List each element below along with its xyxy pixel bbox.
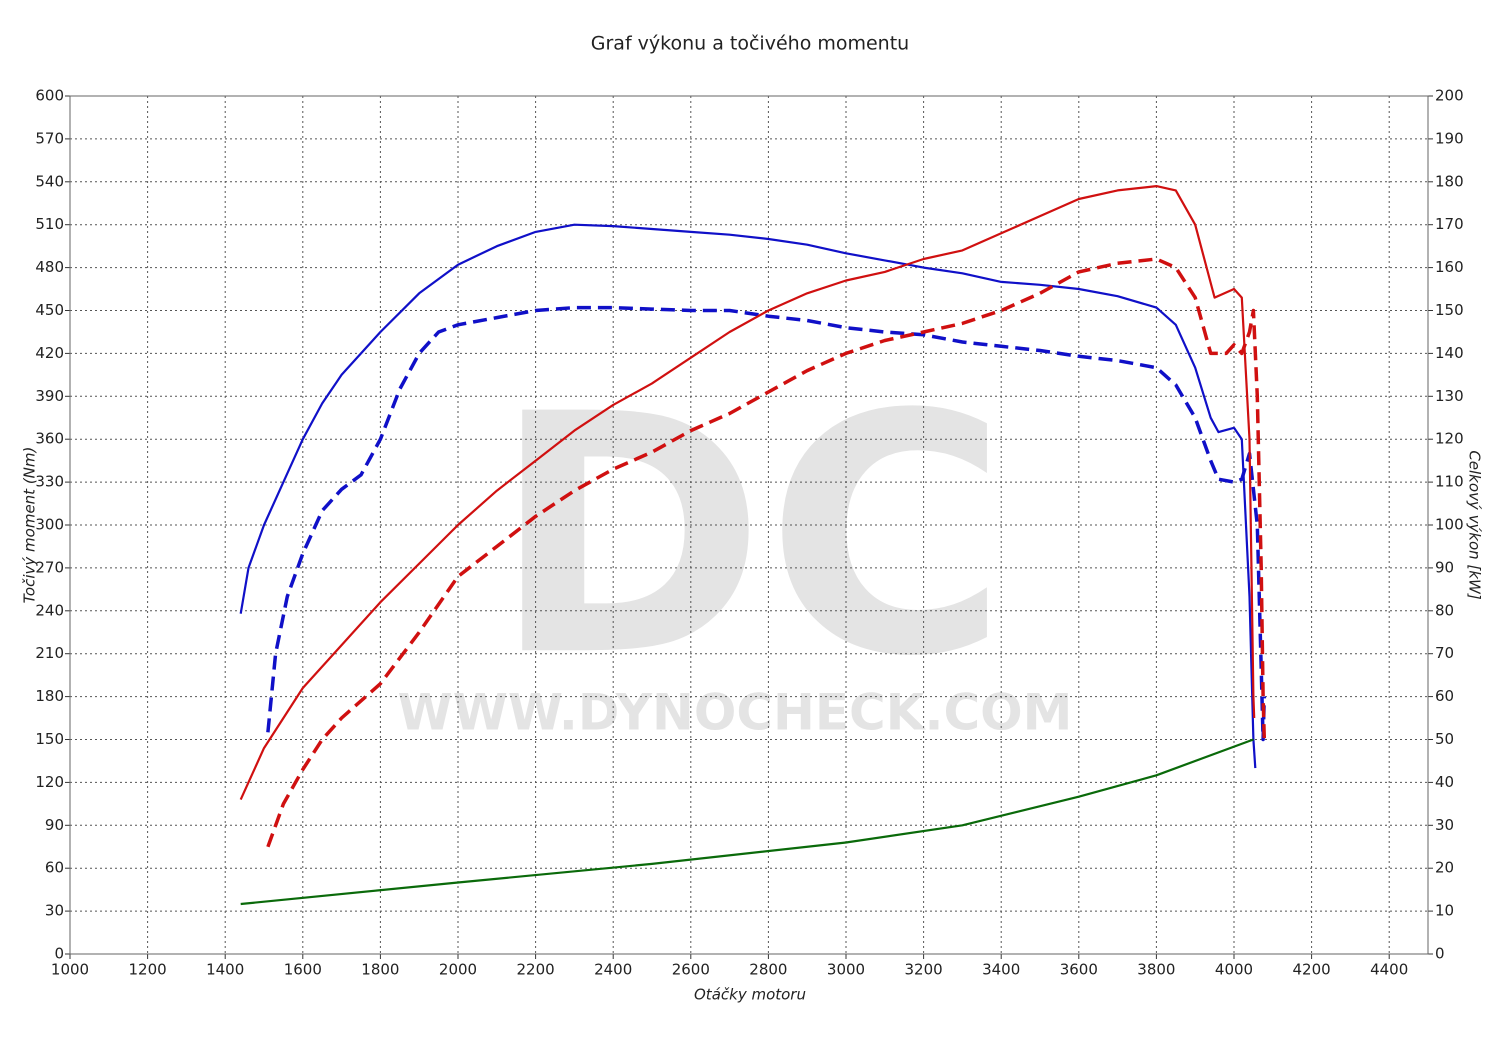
x-tick-label: 3200	[905, 961, 943, 979]
y2-tick-label: 100	[1435, 516, 1464, 534]
y2-tick-label: 110	[1435, 473, 1464, 491]
x-tick-label: 1800	[361, 961, 399, 979]
series-line	[240, 738, 1254, 906]
y2-tick-label: 200	[1435, 87, 1464, 105]
x-tick-label: 2000	[439, 961, 477, 979]
y-tick-label: 450	[35, 301, 64, 319]
y-tick-label: 300	[35, 516, 64, 534]
y2-tick-label: 80	[1435, 601, 1454, 619]
x-tick-label: 3400	[982, 961, 1020, 979]
y-axis-label: Točivý moment (Nm)	[21, 447, 39, 604]
series-line	[239, 223, 1257, 769]
x-tick-label: 3800	[1137, 961, 1175, 979]
x-tick-label: 1000	[51, 961, 89, 979]
y-tick-label: 0	[54, 945, 64, 963]
x-tick-label: 4000	[1215, 961, 1253, 979]
x-axis-label: Otáčky motoru	[694, 986, 806, 1004]
y2-tick-label: 130	[1435, 387, 1464, 405]
y2-tick-label: 70	[1435, 644, 1454, 662]
y2-tick-label: 0	[1435, 945, 1445, 963]
y-tick-label: 60	[45, 859, 64, 877]
watermark-url: WWW.DYNOCHECK.COM	[398, 684, 1073, 742]
y2-tick-label: 10	[1435, 902, 1454, 920]
x-tick-label: 1200	[129, 961, 167, 979]
plot-frame	[69, 95, 1429, 955]
series-line	[239, 185, 1256, 801]
y-tick-label: 30	[45, 902, 64, 920]
y2-tick-label: 60	[1435, 687, 1454, 705]
y2-tick-label: 150	[1435, 301, 1464, 319]
y2-tick-label: 170	[1435, 215, 1464, 233]
y2-tick-label: 160	[1435, 258, 1464, 276]
y-tick-label: 330	[35, 473, 64, 491]
y-tick-label: 540	[35, 172, 64, 190]
y-tick-label: 390	[35, 387, 64, 405]
x-tick-label: 3600	[1060, 961, 1098, 979]
series-line	[266, 305, 1267, 742]
x-tick-label: 2800	[749, 961, 787, 979]
chart-title: Graf výkonu a točivého momentu	[591, 33, 909, 55]
y-tick-label: 180	[35, 687, 64, 705]
y-tick-label: 510	[35, 215, 64, 233]
y2-tick-label: 140	[1435, 344, 1464, 362]
y2-tick-label: 190	[1435, 129, 1464, 147]
x-tick-label: 2400	[594, 961, 632, 979]
x-tick-label: 3000	[827, 961, 865, 979]
y-tick-label: 360	[35, 430, 64, 448]
y-tick-label: 120	[35, 773, 64, 791]
y2-tick-label: 120	[1435, 430, 1464, 448]
x-tick-label: 4200	[1293, 961, 1331, 979]
y-tick-label: 420	[35, 344, 64, 362]
y-tick-label: 90	[45, 816, 64, 834]
y-tick-label: 150	[35, 730, 64, 748]
y-tick-label: 210	[35, 644, 64, 662]
watermark-logo: DC	[492, 344, 1008, 728]
x-tick-label: 1600	[284, 961, 322, 979]
y2-axis-label: Celkový výkon [kW]	[1466, 450, 1484, 600]
series-line	[266, 257, 1267, 848]
x-tick-label: 4400	[1370, 961, 1408, 979]
x-tick-label: 2200	[517, 961, 555, 979]
y2-tick-label: 180	[1435, 172, 1464, 190]
y-tick-label: 480	[35, 258, 64, 276]
y-tick-label: 270	[35, 558, 64, 576]
y-tick-label: 240	[35, 601, 64, 619]
y-tick-label: 570	[35, 129, 64, 147]
x-tick-label: 1400	[206, 961, 244, 979]
y2-tick-label: 40	[1435, 773, 1454, 791]
y2-tick-label: 90	[1435, 558, 1454, 576]
y2-tick-label: 20	[1435, 859, 1454, 877]
y-tick-label: 600	[35, 87, 64, 105]
y2-tick-label: 30	[1435, 816, 1454, 834]
x-tick-label: 2600	[672, 961, 710, 979]
y2-tick-label: 50	[1435, 730, 1454, 748]
